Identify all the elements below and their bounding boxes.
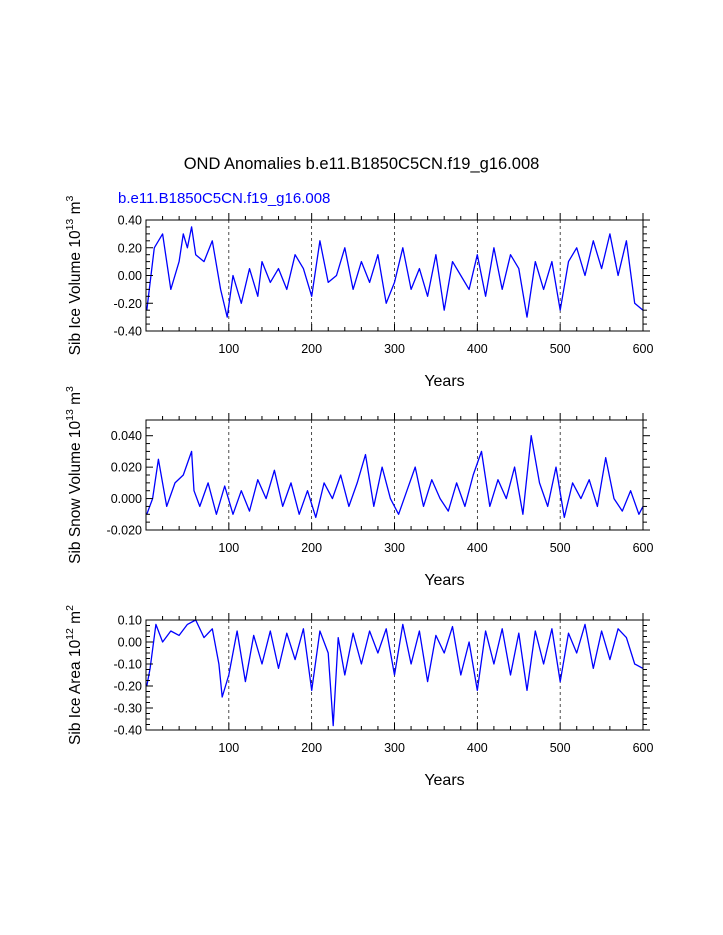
y-tick-label: 0.020 xyxy=(111,461,142,475)
y-axis-text: Sib Ice Area 10 xyxy=(67,639,84,745)
y-axis-text: m xyxy=(67,201,84,218)
x-tick-label: 100 xyxy=(218,741,239,755)
x-tick-label: 500 xyxy=(550,342,571,356)
y-axis-text: m xyxy=(67,392,84,409)
y-tick-label: 0.000 xyxy=(111,492,142,506)
chart-panel-2: 100 200 300 400 500 600 -0.020 0.000 0.020 0.040 Y… xyxy=(64,386,653,589)
y-tick-label: 0.040 xyxy=(111,429,142,443)
y-tick-label: 0.40 xyxy=(118,214,142,228)
x-tick-label: 500 xyxy=(550,541,571,555)
y-axis-text: Sib Ice Volume 10 xyxy=(67,230,84,355)
x-tick-label: 400 xyxy=(467,541,488,555)
y-tick-label: -0.20 xyxy=(114,680,143,694)
y-axis-exponent: 2 xyxy=(64,605,76,611)
y-axis-exponent: 12 xyxy=(64,628,76,640)
x-tick-label: 600 xyxy=(633,741,654,755)
x-tick-label: 200 xyxy=(301,541,322,555)
y-axis-exponent: 13 xyxy=(64,409,76,421)
x-axis-title: Years xyxy=(424,572,464,589)
x-axis-title: Years xyxy=(424,772,464,789)
y-tick-label: 0.20 xyxy=(118,241,142,255)
x-tick-label: 200 xyxy=(301,741,322,755)
y-axis-exponent: 3 xyxy=(64,386,76,392)
y-tick-label: 0.00 xyxy=(118,269,142,283)
y-axis-title: Sib Ice Volume 1013 m3 xyxy=(64,195,84,355)
series-line xyxy=(146,435,644,519)
y-axis-exponent: 3 xyxy=(64,195,76,201)
x-axis-title: Years xyxy=(424,373,464,390)
y-axis-text: m xyxy=(67,611,84,628)
chart-title: OND Anomalies b.e11.B1850C5CN.f19_g16.00… xyxy=(183,155,540,173)
x-tick-label: 600 xyxy=(633,342,654,356)
y-axis-exponent: 13 xyxy=(64,219,76,231)
series-label: b.e11.B1850C5CN.f19_g16.008 xyxy=(118,190,331,207)
series-line xyxy=(146,619,644,727)
y-tick-label: -0.020 xyxy=(107,524,142,538)
x-tick-label: 600 xyxy=(633,541,654,555)
y-tick-label: -0.40 xyxy=(114,325,143,339)
y-tick-label: -0.10 xyxy=(114,658,143,672)
y-axis-title: Sib Ice Area 1012 m2 xyxy=(64,605,84,745)
x-tick-label: 400 xyxy=(467,342,488,356)
x-tick-label: 300 xyxy=(384,541,405,555)
y-tick-label: 0.00 xyxy=(118,636,142,650)
x-tick-label: 500 xyxy=(550,741,571,755)
x-tick-label: 200 xyxy=(301,342,322,356)
y-tick-label: -0.40 xyxy=(114,724,143,738)
x-tick-label: 100 xyxy=(218,342,239,356)
y-axis-text: Sib Snow Volume 10 xyxy=(67,420,84,563)
y-axis-title: Sib Snow Volume 1013 m3 xyxy=(64,386,84,564)
x-tick-label: 100 xyxy=(218,541,239,555)
chart-panel-3: 100 200 300 400 500 600 -0.40 -0.30 -0.20 -0.10 0.… xyxy=(64,605,653,789)
series-line xyxy=(146,226,644,318)
y-tick-label: -0.30 xyxy=(114,702,143,716)
x-tick-label: 400 xyxy=(467,741,488,755)
x-tick-label: 300 xyxy=(384,741,405,755)
chart-panel-1: 100 200 300 400 500 600 -0.40 -0.20 0.00 0.20 0.40… xyxy=(64,195,653,390)
x-tick-label: 300 xyxy=(384,342,405,356)
y-tick-label: 0.10 xyxy=(118,614,142,628)
y-tick-label: -0.20 xyxy=(114,297,143,311)
